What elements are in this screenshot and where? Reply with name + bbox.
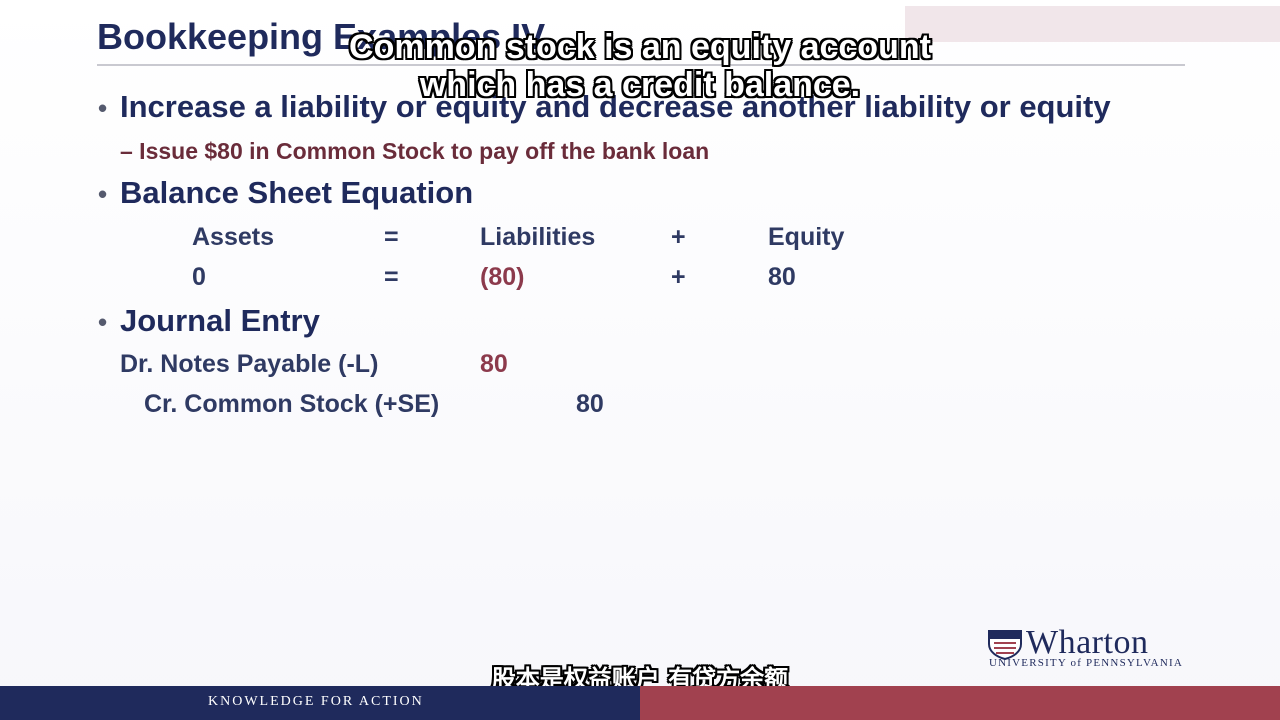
equation-value-plus: + xyxy=(671,263,686,291)
equation-header-equity: Equity xyxy=(768,223,845,251)
slide-title: Bookkeeping Examples IV xyxy=(97,16,546,57)
equation-header-assets: Assets xyxy=(192,223,274,251)
equation-value-equity: 80 xyxy=(768,263,796,291)
equation-value-liabilities: (80) xyxy=(480,263,525,291)
bullet-balance-sheet-equation: • Balance Sheet Equation xyxy=(98,175,473,211)
equation-value-assets: 0 xyxy=(192,263,206,291)
bullet-dot: • xyxy=(98,307,108,337)
title-divider xyxy=(97,64,1185,66)
bullet-increase-liability: • Increase a liability or equity and decr… xyxy=(98,89,1111,125)
journal-credit-amount: 80 xyxy=(576,390,604,418)
sub-bullet-issue-stock: – Issue $80 in Common Stock to pay off t… xyxy=(120,138,710,164)
bullet-text: Journal Entry xyxy=(120,303,320,338)
bullet-text: Increase a liability or equity and decre… xyxy=(120,89,1111,124)
subtitle-english-line-2: which has a credit balance. xyxy=(419,66,861,104)
equation-value-equals: = xyxy=(384,263,399,291)
equation-header-liabilities: Liabilities xyxy=(480,223,596,251)
logo-wordmark: Wharton xyxy=(1026,624,1149,661)
journal-credit-label: Cr. Common Stock (+SE) xyxy=(144,390,440,418)
shield-icon xyxy=(988,630,1022,660)
bullet-text: Balance Sheet Equation xyxy=(120,175,474,210)
bullet-dot: • xyxy=(98,179,108,209)
journal-debit-label: Dr. Notes Payable (-L) xyxy=(120,350,379,378)
bullet-journal-entry: • Journal Entry xyxy=(98,303,320,339)
wharton-logo: Wharton UNIVERSITY of PENNSYLVANIA xyxy=(988,624,1198,672)
bullet-dot: • xyxy=(98,93,108,123)
footer-navy-band xyxy=(0,686,640,720)
footer-tagline: KNOWLEDGE FOR ACTION xyxy=(208,694,424,709)
header-decoration-bar xyxy=(905,6,1280,42)
equation-header-equals: = xyxy=(384,223,399,251)
subtitle-english-line-1: Common stock is an equity account xyxy=(349,28,931,66)
journal-debit-amount: 80 xyxy=(480,350,508,378)
equation-header-plus: + xyxy=(671,223,686,251)
logo-university: UNIVERSITY of PENNSYLVANIA xyxy=(989,657,1183,669)
footer-maroon-band xyxy=(640,686,1280,720)
